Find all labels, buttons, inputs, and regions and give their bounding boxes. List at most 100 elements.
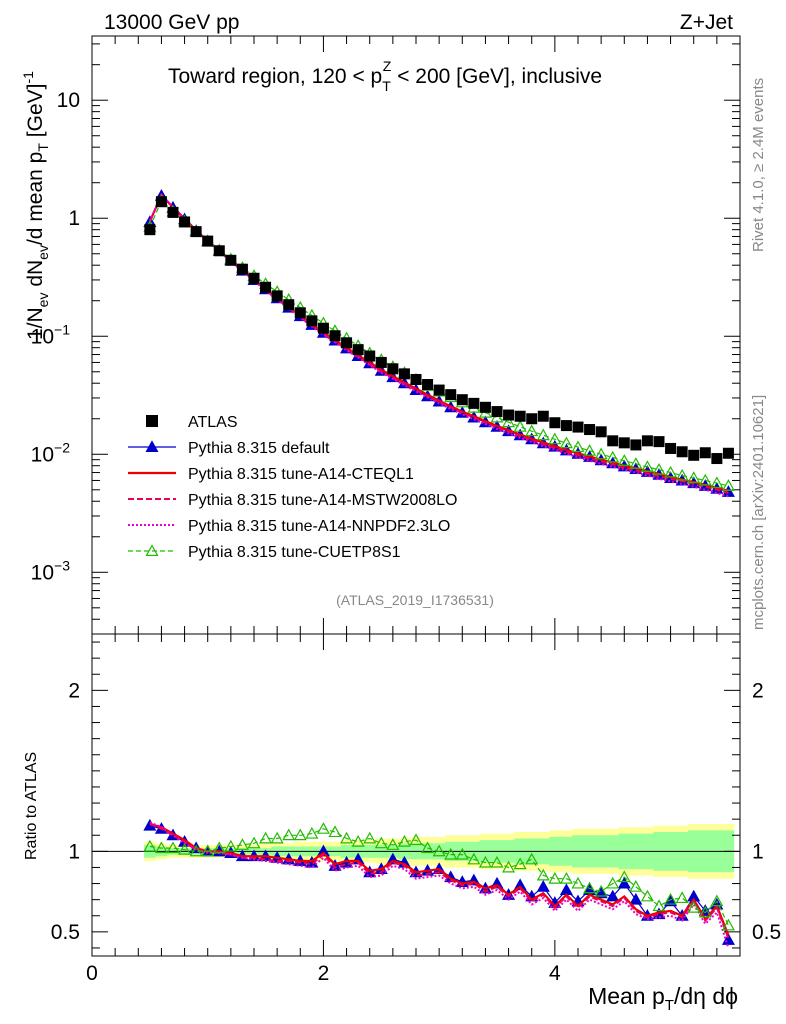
legend-marker-pythia-8-315-tune-cuetp8s1 [145,544,159,556]
x-tick-label: 2 [318,962,330,985]
ratio-point-pythia-8-315-tune-cuetp8s1 [201,844,215,857]
atlas-data-point [722,447,734,459]
main-point-pythia-8-315-tune-cuetp8s1 [594,447,608,460]
atlas-data-point [398,368,410,380]
main-point-pythia-8-315-tune-cuetp8s1 [606,450,620,463]
ratio-point-pythia-8-315-tune-cuetp8s1 [328,825,342,838]
atlas-data-point [653,436,665,448]
x-axis-label: Mean pT/dη dϕ [588,983,738,1014]
ratio-point-pythia-8-315-tune-cuetp8s1 [154,841,168,854]
ratio-point-pythia-8-315-default [617,876,631,889]
atlas-data-point [190,226,202,238]
ratio-point-pythia-8-315-default [594,886,608,899]
main-point-pythia-8-315-tune-cuetp8s1 [675,468,689,481]
atlas-data-point [479,401,491,413]
ratio-point-pythia-8-315-tune-cuetp8s1 [247,836,261,849]
x-tick-label: 4 [549,962,561,985]
atlas-data-point [248,272,260,284]
ratio-point-pythia-8-315-tune-cuetp8s1 [293,828,307,841]
ratio-point-pythia-8-315-tune-cuetp8s1 [536,868,550,881]
atlas-data-point [144,224,156,236]
ratio-point-pythia-8-315-tune-cuetp8s1 [513,857,527,870]
ratio-point-pythia-8-315-tune-cuetp8s1 [224,839,238,852]
ratio-point-pythia-8-315-tune-cuetp8s1 [305,826,319,839]
ratio-point-pythia-8-315-tune-cuetp8s1 [594,884,608,897]
atlas-data-point [514,410,526,422]
atlas-data-point [225,254,237,266]
atlas-data-point [468,397,480,409]
ratio-point-pythia-8-315-tune-cuetp8s1 [675,891,689,904]
legend-label: ATLAS [188,414,238,431]
ratio-point-pythia-8-315-tune-cuetp8s1 [710,894,724,907]
main-point-pythia-8-315-tune-cuetp8s1 [617,454,631,466]
ratio-point-pythia-8-315-tune-cuetp8s1 [212,841,226,854]
ratio-point-pythia-8-315-default [606,889,620,902]
ratio-point-pythia-8-315-tune-cuetp8s1 [235,838,249,850]
atlas-data-point [537,410,549,422]
ratio-point-pythia-8-315-tune-cuetp8s1 [421,841,435,854]
ratio-point-pythia-8-315-tune-cuetp8s1 [178,843,192,855]
main-point-pythia-8-315-tune-cuetp8s1 [652,462,666,475]
main-point-pythia-8-315-tune-cuetp8s1 [721,479,735,491]
ratio-point-pythia-8-315-default [559,883,573,895]
atlas-data-point [294,307,306,319]
ratio-point-pythia-8-315-tune-cuetp8s1 [502,860,516,873]
ratio-panel-frame [91,633,741,957]
atlas-data-point [676,446,688,458]
ratio-y-tick-label-right: 0.5 [752,921,781,944]
main-y-tick-label: 10−1 [31,321,71,348]
ratio-point-pythia-8-315-tune-cuetp8s1 [467,852,481,865]
legend-label: Pythia 8.315 tune-A14-NNPDF2.3LO [188,518,450,535]
main-y-tick-label: 10 [57,89,80,112]
atlas-data-point [456,394,468,406]
atlas-data-point [665,442,677,454]
atlas-data-point [641,435,653,447]
atlas-data-point [549,417,561,429]
main-point-pythia-8-315-tune-cuetp8s1 [698,473,712,486]
atlas-data-point [410,374,422,386]
ratio-point-pythia-8-315-tune-cuetp8s1 [629,880,643,892]
ratio-y-tick-label: 1 [68,840,80,863]
main-point-pythia-8-315-tune-cuetp8s1 [664,465,678,478]
main-y-axis-label: 1/Nev dNev/d mean pT [GeV]-1 [20,71,51,340]
atlas-data-point [202,235,214,247]
svg-text:1/Nev dNev/d mean pT [GeV]-1: 1/Nev dNev/d mean pT [GeV]-1 [20,71,51,340]
ratio-point-pythia-8-315-tune-cuetp8s1 [444,847,458,860]
atlas-data-point [329,330,341,342]
atlas-data-point [630,439,642,451]
legend-marker-pythia-8-315-default [145,440,159,452]
ratio-line-pythia-8-315-tune-a14-cteql1 [149,822,730,936]
rivet-version-label: Rivet 4.1.0, ≥ 2.4M events [750,78,767,252]
main-point-pythia-8-315-tune-cuetp8s1 [583,444,597,456]
atlas-data-point [526,413,538,425]
ratio-point-pythia-8-315-tune-cuetp8s1 [316,822,330,834]
ratio-point-pythia-8-315-tune-cuetp8s1 [282,828,296,841]
ratio-point-pythia-8-315-tune-cuetp8s1 [490,855,504,868]
atlas-data-point [213,245,225,257]
atlas-data-point [306,315,318,327]
atlas-data-point [352,344,364,356]
ratio-point-pythia-8-315-tune-cuetp8s1 [548,871,562,884]
atlas-data-point [387,363,399,375]
atlas-data-point [445,389,457,401]
main-point-pythia-8-315-tune-cuetp8s1 [525,424,539,437]
ratio-point-pythia-8-315-tune-cuetp8s1 [259,831,273,844]
ratio-point-pythia-8-315-tune-cuetp8s1 [270,831,284,844]
main-point-pythia-8-315-tune-cuetp8s1 [536,428,550,441]
ratio-y-tick-label: 2 [68,679,80,702]
ratio-point-pythia-8-315-tune-cuetp8s1 [652,899,666,912]
ratio-point-pythia-8-315-tune-cuetp8s1 [432,844,446,857]
ratio-point-pythia-8-315-tune-cuetp8s1 [386,838,400,850]
main-point-pythia-8-315-tune-cuetp8s1 [513,420,527,432]
ratio-point-pythia-8-315-tune-cuetp8s1 [189,844,203,857]
ratio-y-axis-label: Ratio to ATLAS [23,752,40,860]
ratio-line-pythia-8-315-tune-cuetp8s1 [149,828,729,926]
ratio-point-pythia-8-315-default [536,880,550,892]
ratio-point-pythia-8-315-tune-cuetp8s1 [374,836,388,849]
ratio-point-pythia-8-315-tune-cuetp8s1 [640,889,654,902]
main-y-tick-label: 10−2 [31,439,71,466]
reference-label: (ATLAS_2019_I1736531) [336,592,494,608]
ratio-line-pythia-8-315-tune-a14-nnpdf2-3lo [149,821,730,949]
atlas-data-point [317,322,329,334]
ratio-point-pythia-8-315-default [629,892,643,905]
